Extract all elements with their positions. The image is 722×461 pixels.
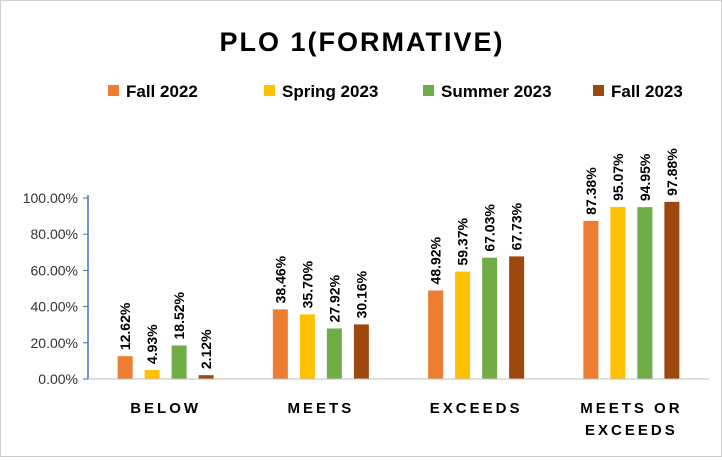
bar-0-3 — [198, 375, 214, 379]
legend-swatch-3 — [593, 85, 604, 96]
y-tick-label-3: 60.00% — [31, 262, 78, 278]
y-axis: 0.00% 20.00% 40.00% 60.00% 80.00% 100.00% — [23, 190, 89, 387]
bar-1-3 — [353, 324, 369, 379]
bar-2-1 — [455, 271, 471, 379]
legend-label-2: Summer 2023 — [441, 82, 552, 101]
bar-0-2 — [171, 345, 187, 379]
bar-3-3 — [664, 201, 680, 379]
x-axis: BELOW MEETS EXCEEDS MEETS OR EXCEEDS — [88, 378, 709, 439]
y-tick-label-5: 100.00% — [23, 190, 78, 206]
bar-3-2 — [637, 207, 653, 379]
legend: Fall 2022 Spring 2023 Summer 2023 Fall 2023 — [108, 82, 683, 101]
bar-3-0 — [583, 220, 599, 379]
data-label-2-1: 59.37% — [455, 218, 471, 266]
bar-0-0 — [117, 356, 133, 379]
data-label-0-0: 12.62% — [117, 302, 133, 350]
bar-2-0 — [428, 290, 444, 379]
data-label-1-1: 35.70% — [299, 260, 315, 308]
bar-1-1 — [299, 314, 315, 379]
data-label-0-1: 4.93% — [144, 324, 160, 364]
legend-label-3: Fall 2023 — [611, 82, 683, 101]
data-label-3-3: 97.88% — [664, 148, 680, 196]
data-label-2-3: 67.73% — [509, 202, 525, 250]
y-tick-label-4: 80.00% — [31, 226, 78, 242]
data-label-2-0: 48.92% — [428, 236, 444, 284]
legend-label-0: Fall 2022 — [126, 82, 198, 101]
category-label-3: MEETS OR EXCEEDS — [580, 400, 682, 439]
bar-1-2 — [326, 328, 342, 379]
legend-swatch-1 — [264, 85, 275, 96]
bars — [117, 201, 680, 379]
bar-1-0 — [272, 309, 288, 379]
data-label-3-2: 94.95% — [637, 153, 653, 201]
data-label-0-2: 18.52% — [171, 291, 187, 339]
y-tick-label-0: 0.00% — [38, 371, 78, 387]
bar-3-1 — [610, 206, 626, 379]
chart-title: PLO 1(FORMATIVE) — [220, 27, 505, 57]
category-label-0: BELOW — [130, 400, 201, 417]
data-label-3-0: 87.38% — [583, 167, 599, 215]
data-label-2-2: 67.03% — [482, 204, 498, 252]
legend-label-1: Spring 2023 — [282, 82, 378, 101]
data-label-1-0: 38.46% — [272, 255, 288, 303]
data-label-0-3: 2.12% — [198, 329, 214, 369]
bar-0-1 — [144, 370, 160, 379]
bar-2-3 — [509, 256, 525, 379]
y-tick-label-1: 20.00% — [31, 335, 78, 351]
data-label-1-2: 27.92% — [326, 274, 342, 322]
data-labels: 12.62% 4.93% 18.52% 2.12% 38.46% 35.70% 27.92%… — [117, 148, 680, 369]
category-label-2: EXCEEDS — [430, 400, 523, 417]
legend-swatch-2 — [423, 85, 434, 96]
data-label-1-3: 30.16% — [353, 270, 369, 318]
bar-2-2 — [482, 257, 498, 379]
category-label-1: MEETS — [288, 400, 355, 417]
legend-swatch-0 — [108, 85, 119, 96]
y-tick-label-2: 40.00% — [31, 299, 78, 315]
data-label-3-1: 95.07% — [610, 153, 626, 201]
